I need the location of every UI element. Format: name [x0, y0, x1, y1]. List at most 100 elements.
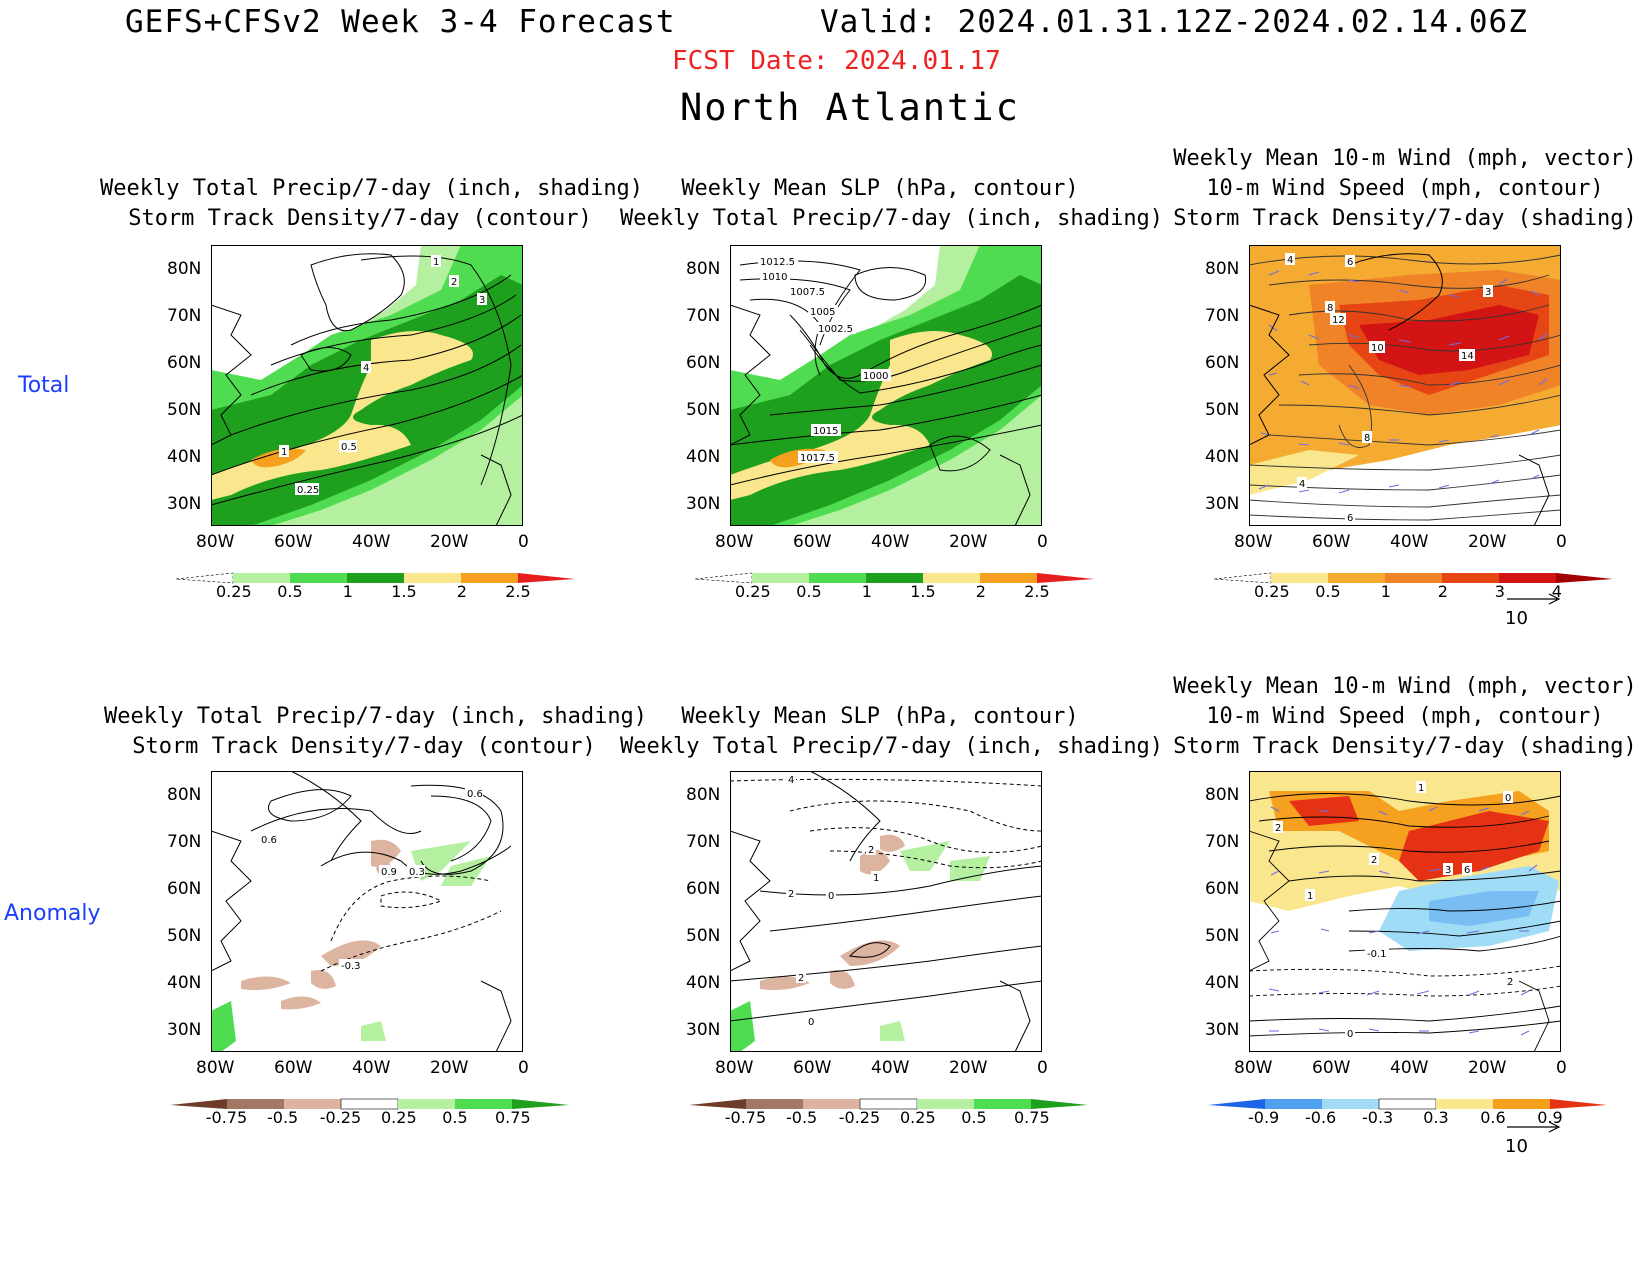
lat-tick-label: 30N: [686, 1020, 721, 1040]
contour-label: 0: [808, 1017, 814, 1028]
panel5-title: Weekly Mean SLP (hPa, contour) Weekly Tot…: [620, 704, 1164, 759]
lon-tick-label: 0: [518, 1058, 529, 1078]
lat-tick-label: 30N: [167, 494, 202, 514]
map-total-precip: 1 2 3 4 1 0.5 0.25: [211, 245, 523, 526]
lat-tick-label: 30N: [1205, 1020, 1240, 1040]
colorbar-swatch: [809, 573, 866, 583]
lon-tick-label: 20W: [1468, 1058, 1507, 1078]
colorbar-swatch: [1493, 1099, 1550, 1109]
contour-label: 8: [1327, 303, 1333, 314]
colorbar-swatch: [461, 573, 518, 583]
lat-tick-label: 40N: [686, 447, 721, 467]
lat-tick-label: 30N: [1205, 494, 1240, 514]
lat-tick-label: 80N: [167, 259, 202, 279]
row-label-anomaly: Anomaly: [4, 901, 101, 926]
colorbar-swatch: [233, 573, 290, 583]
colorbar-label: 0.25: [381, 1108, 417, 1127]
panel6-title: Weekly Mean 10-m Wind (mph, vector) 10-m …: [1173, 674, 1637, 759]
contour-label: 1015: [813, 426, 838, 437]
lon-tick-label: 40W: [352, 1058, 391, 1078]
valid-period: Valid: 2024.01.31.12Z-2024.02.14.06Z: [820, 4, 1528, 40]
colorbar-label: 0.3: [1423, 1108, 1449, 1127]
panel3-title: Weekly Mean 10-m Wind (mph, vector) 10-m …: [1173, 146, 1637, 231]
colorbar-swatch: [404, 573, 461, 583]
map-anomaly-slp: 4 2 1 2 0 2 0: [730, 771, 1042, 1052]
contour-label: 1007.5: [790, 287, 825, 298]
colorbar-label: -0.5: [267, 1108, 299, 1127]
colorbar-swatch: [923, 573, 980, 583]
contour-label: 12: [1332, 315, 1345, 326]
colorbar-swatch: [170, 1099, 227, 1109]
lat-tick-label: 50N: [1205, 400, 1240, 420]
contour-label: 6: [1464, 865, 1470, 876]
contour-label: 4: [788, 775, 794, 786]
colorbar-swatch: [917, 1099, 974, 1109]
contour-label: 0.6: [261, 835, 277, 846]
lon-tick-label: 80W: [715, 1058, 754, 1078]
colorbar-swatch: [1322, 1099, 1379, 1109]
lat-tick-label: 50N: [686, 400, 721, 420]
colorbar-label: 0.5: [1315, 582, 1341, 601]
lat-tick-label: 30N: [686, 494, 721, 514]
contour-label: 0: [828, 891, 834, 902]
contour-label: 1: [281, 447, 287, 458]
colorbar-label: 0.5: [796, 582, 822, 601]
colorbar-label: -0.5: [786, 1108, 818, 1127]
lon-tick-label: 80W: [196, 532, 235, 552]
colorbar-swatch: [1436, 1099, 1493, 1109]
contour-label: 0.3: [409, 867, 425, 878]
lat-tick-label: 60N: [167, 353, 202, 373]
panel4-title: Weekly Total Precip/7-day (inch, shading…: [104, 704, 648, 759]
colorbar-label: -0.6: [1305, 1108, 1337, 1127]
colorbar-label: 0.9: [1537, 1108, 1563, 1127]
lat-tick-label: 40N: [167, 973, 202, 993]
colorbar-label: 0.25: [216, 582, 252, 601]
lon-tick-label: 80W: [196, 1058, 235, 1078]
contour-label: 1: [873, 873, 879, 884]
colorbar-label: 2: [975, 582, 986, 601]
colorbar-label: 0.6: [1480, 1108, 1506, 1127]
colorbar-trackanom: [1208, 1098, 1607, 1110]
lon-tick-label: 20W: [1468, 532, 1507, 552]
contour-label: 0.25: [297, 485, 319, 496]
contour-label: 0: [1347, 1029, 1353, 1040]
colorbar-precip: [695, 572, 1094, 584]
colorbar-swatch: [1208, 1099, 1265, 1109]
lat-tick-label: 30N: [167, 1020, 202, 1040]
lon-tick-label: 60W: [793, 532, 832, 552]
lat-tick-label: 60N: [1205, 879, 1240, 899]
lon-tick-label: 20W: [949, 532, 988, 552]
colorbar-swatch: [1037, 573, 1094, 583]
colorbar-label: 0.5: [442, 1108, 468, 1127]
colorbar-swatch: [1499, 573, 1556, 583]
lat-tick-label: 50N: [167, 400, 202, 420]
lon-tick-label: 0: [518, 532, 529, 552]
map-anomaly-precip: 0.6 0.6 0.9 0.3 -0.3: [211, 771, 523, 1052]
vector-reference: 10: [1505, 593, 1561, 629]
lon-tick-label: 0: [1037, 1058, 1048, 1078]
panel1-title: Weekly Total Precip/7-day (inch, shading…: [100, 176, 644, 231]
colorbar-swatch: [518, 573, 575, 583]
colorbar-label: 0.25: [735, 582, 771, 601]
contour-label: 1005: [810, 307, 835, 318]
lon-tick-label: 60W: [1312, 532, 1351, 552]
contour-label: 3: [1485, 287, 1491, 298]
contour-label: 8: [1364, 433, 1370, 444]
colorbar-swatch: [1442, 573, 1499, 583]
lon-tick-label: 20W: [430, 1058, 469, 1078]
contour-label: 1000: [863, 371, 888, 382]
contour-label: 1002.5: [818, 324, 853, 335]
contour-label: 3: [479, 295, 485, 306]
colorbar-anom: [170, 1098, 569, 1110]
lon-tick-label: 80W: [715, 532, 754, 552]
contour-label: 4: [1299, 479, 1305, 490]
lon-tick-label: 40W: [352, 532, 391, 552]
colorbar-label: 1: [342, 582, 353, 601]
lat-tick-label: 40N: [167, 447, 202, 467]
lat-tick-label: 80N: [686, 259, 721, 279]
colorbar-track: [1214, 572, 1613, 584]
contour-label: -0.1: [1367, 949, 1387, 960]
lon-tick-label: 0: [1037, 532, 1048, 552]
contour-label: 2: [868, 845, 874, 856]
colorbar-label: 1: [1380, 582, 1391, 601]
